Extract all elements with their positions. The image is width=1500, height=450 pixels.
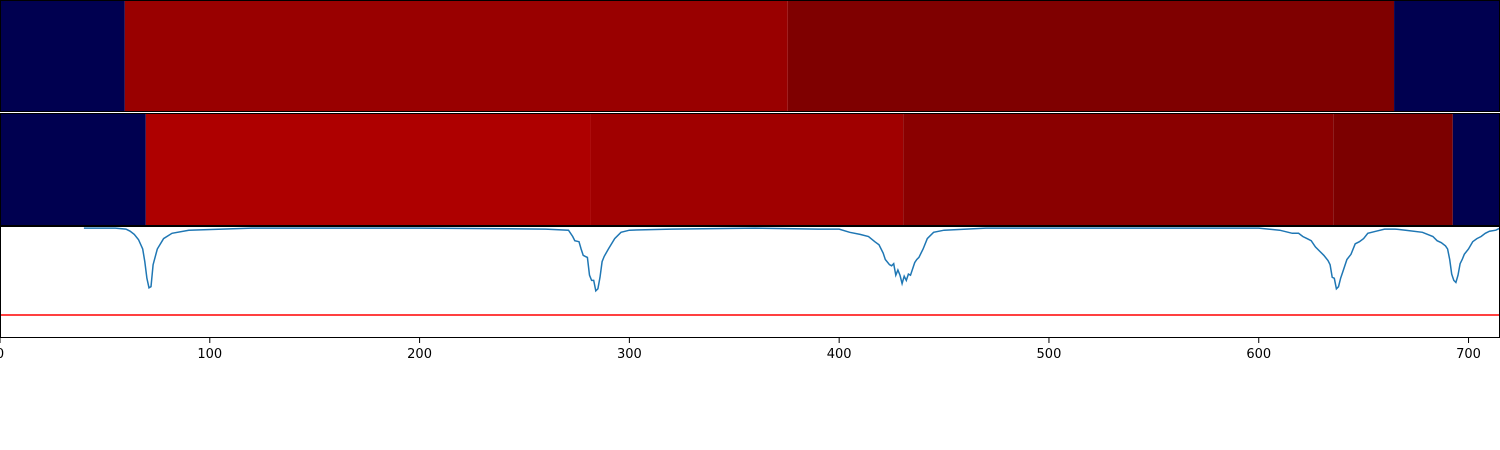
heatmap-1-segment-0 (0, 0, 125, 112)
heatmap-1-segment-1 (124, 0, 788, 112)
x-tick-label-300: 300 (617, 347, 642, 362)
heatmap-2-segment-2 (590, 113, 904, 226)
heatmap-1-segment-3 (1394, 0, 1500, 112)
line-panel-frame (0, 226, 1500, 338)
heatmap-row-1 (0, 0, 1500, 112)
x-tick-label-0: 0 (0, 347, 4, 362)
x-tick-label-200: 200 (407, 347, 432, 362)
x-axis: 0 100 200 300 400 500 600 700 (0, 338, 1481, 362)
x-tick-label-100: 100 (197, 347, 222, 362)
heatmap-2-segment-5 (1452, 113, 1500, 226)
series-line-0 (83, 227, 1500, 293)
heatmap-1-segment-2 (787, 0, 1395, 112)
x-tick-label-500: 500 (1037, 347, 1062, 362)
heatmap-2-segment-3 (903, 113, 1334, 226)
line-plot-panel (0, 226, 1500, 338)
heatmap-2-segment-1 (145, 113, 591, 226)
x-tick-label-700: 700 (1456, 347, 1481, 362)
x-tick-label-400: 400 (827, 347, 852, 362)
heatmap-2-segment-0 (0, 113, 146, 226)
heatmap-row-2 (0, 113, 1500, 226)
x-tick-label-600: 600 (1246, 347, 1271, 362)
heatmap-2-segment-4 (1333, 113, 1453, 226)
